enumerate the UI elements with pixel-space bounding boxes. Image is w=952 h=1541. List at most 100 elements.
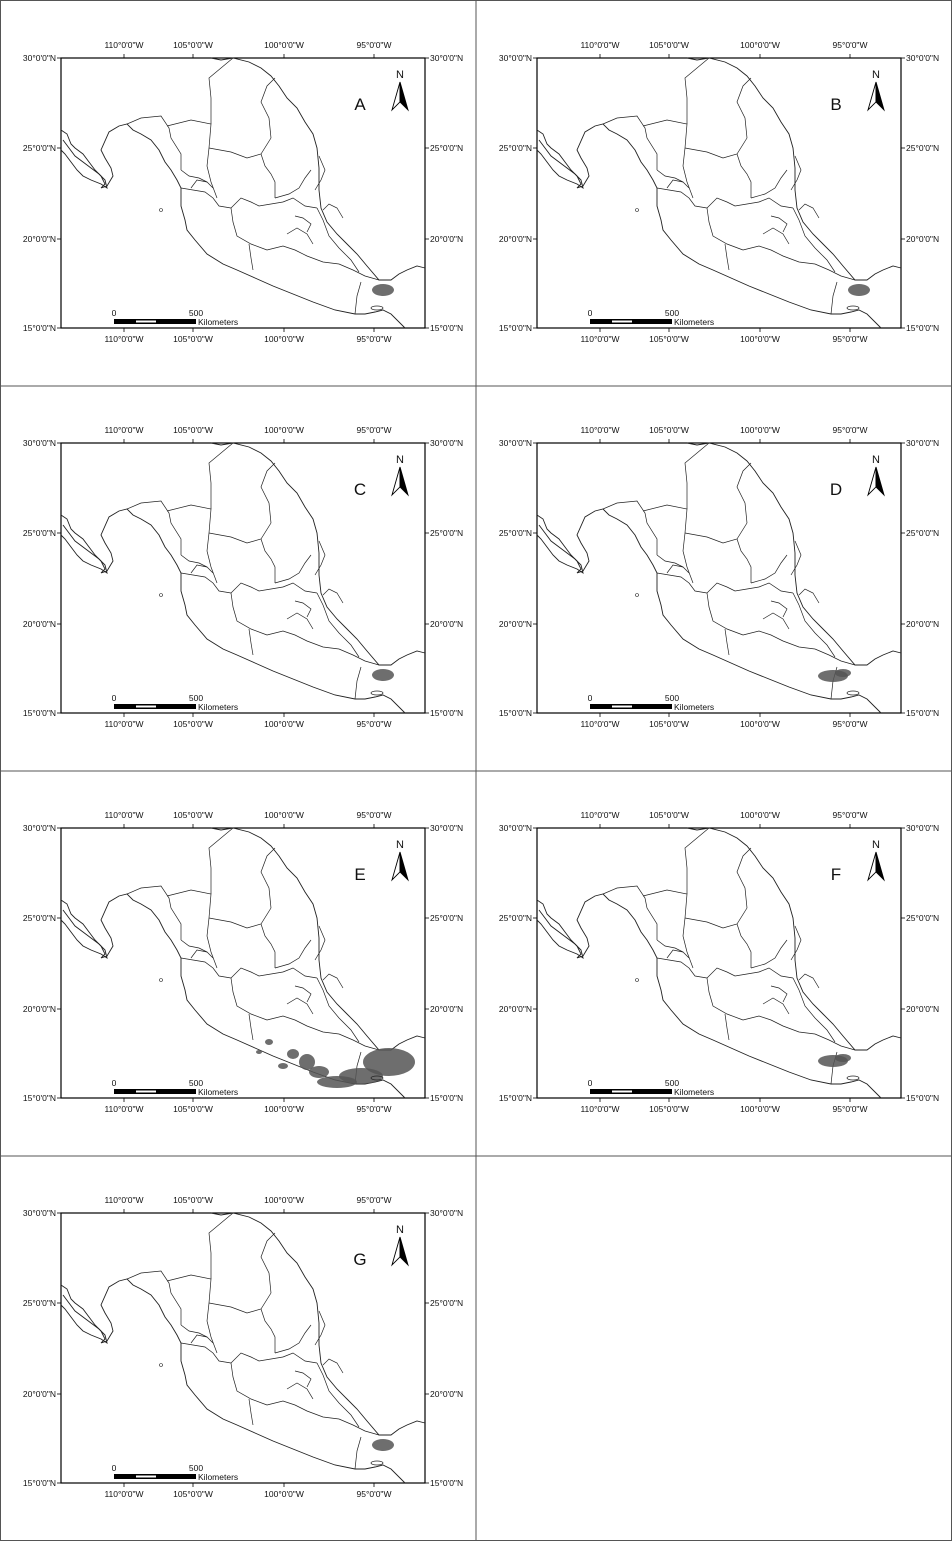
north-arrow: N xyxy=(867,69,885,112)
state-boundary xyxy=(248,628,254,656)
state-boundary xyxy=(736,77,752,139)
scale-start-label: 0 xyxy=(588,308,593,318)
state-boundary xyxy=(762,612,790,630)
north-arrow: N xyxy=(391,839,409,882)
north-arrow-right xyxy=(399,81,409,112)
scale-end-label: 500 xyxy=(189,1078,203,1088)
north-arrow: N xyxy=(391,1224,409,1267)
state-boundary xyxy=(742,245,816,265)
lat-label-right: 20°0'0"N xyxy=(430,234,463,244)
lon-label-bottom: 100°0'0"W xyxy=(264,334,304,344)
lagoon xyxy=(370,690,384,696)
state-boundary xyxy=(724,243,730,271)
state-boundary xyxy=(316,1362,360,1428)
north-arrow: N xyxy=(867,454,885,497)
lat-label-right: 25°0'0"N xyxy=(430,143,463,153)
lat-label-left: 20°0'0"N xyxy=(499,1004,532,1014)
scale-bar-segment xyxy=(612,705,632,708)
state-boundary xyxy=(706,207,744,251)
lon-label-top: 105°0'0"W xyxy=(649,425,689,435)
state-boundary xyxy=(126,115,182,170)
scale-bar-segment xyxy=(136,705,156,708)
map-panel-c: 110°0'0"W 110°0'0"W 105°0'0"W 105°0'0"W 100°… xyxy=(23,425,463,729)
state-boundary xyxy=(338,263,380,281)
scale-unit-label: Kilometers xyxy=(198,702,238,712)
state-boundary xyxy=(736,538,752,583)
scale-unit-label: Kilometers xyxy=(674,1087,714,1097)
state-boundary xyxy=(656,554,684,568)
state-boundary xyxy=(206,165,218,199)
lat-label-left: 15°0'0"N xyxy=(23,1093,56,1103)
state-boundary xyxy=(684,827,710,894)
lon-label-top: 110°0'0"W xyxy=(580,425,619,435)
state-boundary xyxy=(208,57,234,124)
north-arrow: N xyxy=(867,839,885,882)
lon-label-bottom: 100°0'0"W xyxy=(264,1104,304,1114)
lat-label-left: 25°0'0"N xyxy=(499,528,532,538)
lat-label-left: 25°0'0"N xyxy=(499,913,532,923)
state-boundary xyxy=(314,155,326,191)
state-boundary xyxy=(770,215,788,233)
lat-label-left: 30°0'0"N xyxy=(499,438,532,448)
lon-label-top: 110°0'0"W xyxy=(104,1195,143,1205)
lon-label-top: 110°0'0"W xyxy=(104,425,143,435)
lat-label-right: 20°0'0"N xyxy=(430,1004,463,1014)
state-boundary xyxy=(208,1212,234,1279)
coastline xyxy=(536,442,902,714)
panel-label: E xyxy=(354,865,365,884)
island xyxy=(159,978,163,982)
map-frame xyxy=(536,827,902,1099)
baja-coastline xyxy=(60,909,108,960)
lat-label-left: 15°0'0"N xyxy=(23,708,56,718)
lat-label-right: 30°0'0"N xyxy=(430,53,463,63)
state-boundary xyxy=(260,77,276,139)
scale-end-label: 500 xyxy=(189,1463,203,1473)
state-boundary xyxy=(274,169,312,199)
lon-label-bottom: 100°0'0"W xyxy=(740,1104,780,1114)
lon-label-bottom: 105°0'0"W xyxy=(173,334,213,344)
state-boundary xyxy=(706,967,760,979)
lagoon xyxy=(370,1075,384,1081)
lon-label-bottom: 105°0'0"W xyxy=(173,1489,213,1499)
state-boundary xyxy=(666,179,690,189)
state-boundary xyxy=(684,137,748,159)
state-boundary xyxy=(736,462,752,524)
island xyxy=(159,1363,163,1367)
state-boundary xyxy=(736,153,752,198)
state-boundary xyxy=(230,1352,284,1364)
lat-label-right: 20°0'0"N xyxy=(906,1004,939,1014)
lon-label-bottom: 110°0'0"W xyxy=(104,1489,143,1499)
state-boundary xyxy=(316,207,360,273)
presence-area xyxy=(372,284,394,296)
lon-label-bottom: 105°0'0"W xyxy=(173,719,213,729)
state-boundary xyxy=(758,967,794,979)
state-boundary xyxy=(682,550,694,584)
coastline xyxy=(60,1212,426,1484)
lon-label-bottom: 105°0'0"W xyxy=(649,1104,689,1114)
lon-label-bottom: 100°0'0"W xyxy=(264,1489,304,1499)
lon-label-top: 95°0'0"W xyxy=(833,40,868,50)
lat-label-left: 30°0'0"N xyxy=(499,823,532,833)
lon-label-top: 95°0'0"W xyxy=(833,425,868,435)
lon-label-bottom: 95°0'0"W xyxy=(357,719,392,729)
lon-label-top: 100°0'0"W xyxy=(264,810,304,820)
lat-label-right: 20°0'0"N xyxy=(430,619,463,629)
state-boundary xyxy=(260,153,276,198)
lon-label-bottom: 110°0'0"W xyxy=(104,334,143,344)
lon-label-top: 95°0'0"W xyxy=(357,425,392,435)
state-boundary xyxy=(656,572,708,594)
scale-start-label: 0 xyxy=(588,693,593,703)
state-boundary xyxy=(282,197,318,209)
lat-label-right: 30°0'0"N xyxy=(430,823,463,833)
state-boundary xyxy=(684,907,748,929)
map-frame xyxy=(60,1212,426,1484)
north-label: N xyxy=(396,454,404,466)
state-boundary xyxy=(274,1324,312,1354)
lat-label-left: 30°0'0"N xyxy=(23,53,56,63)
state-boundary xyxy=(294,600,312,618)
state-boundary xyxy=(266,1400,340,1420)
state-boundary xyxy=(180,1342,232,1364)
